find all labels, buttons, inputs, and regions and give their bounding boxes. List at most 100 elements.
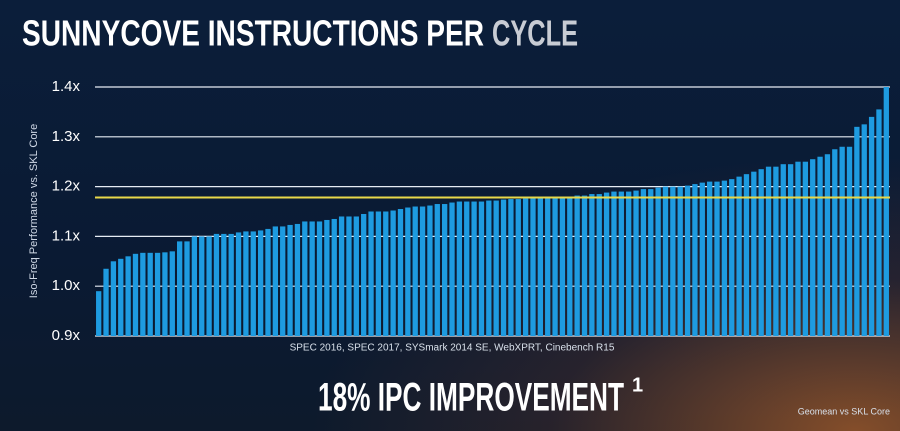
bar [500,199,507,336]
bar [662,186,669,336]
bar [611,191,617,336]
bar [802,161,808,336]
bar [552,196,558,336]
bar [508,199,514,336]
bar [780,164,786,336]
bar [787,164,794,336]
bar [515,199,521,336]
bar [302,221,308,336]
bar [537,197,543,336]
bar [868,116,875,336]
bar [162,252,168,336]
bar [758,169,764,336]
bar [670,186,676,336]
y-tick-label: 1.3x [52,128,81,145]
bar [280,226,286,336]
bar [419,206,426,336]
bar [199,236,205,336]
bar [581,195,588,336]
bar [743,174,750,336]
bar [140,252,146,336]
bar [589,194,595,336]
bar [626,191,632,336]
bar [684,185,691,336]
bar [125,256,131,336]
bar [213,233,220,336]
bar [493,200,499,336]
bar [316,221,323,336]
bar [618,191,624,336]
bar [346,216,352,336]
bar [464,201,470,336]
y-tick-label: 1.1x [52,227,81,244]
bar [309,221,315,336]
bar [191,236,198,336]
bar [243,231,249,336]
bar [397,209,404,336]
bar [272,226,278,336]
bar [118,258,124,336]
bar [692,184,698,336]
bar [729,179,735,336]
bar [324,219,330,336]
bar [434,204,440,336]
bar [456,201,463,336]
bar [817,156,823,336]
bar [486,200,492,336]
headline: 18% IPC IMPROVEMENT [318,376,624,420]
bar [655,187,661,336]
bar [169,251,175,336]
bar [265,228,271,336]
chart-title: SUNNYCOVE INSTRUCTIONS PER [22,13,484,54]
bar [368,211,374,336]
bar [810,159,816,336]
bar [383,211,389,336]
chart-title-accent: CYCLE [492,13,578,54]
bar [405,207,411,336]
x-axis-label: SPEC 2016, SPEC 2017, SYSmark 2014 SE, W… [290,343,615,354]
bar [883,87,889,336]
bar [795,161,801,336]
bar [854,126,860,336]
bar [567,196,573,336]
bar [449,202,455,336]
bar [427,205,433,336]
y-tick-label: 0.9x [52,327,81,344]
bar [177,241,183,336]
bar [228,233,234,336]
bar [677,186,683,336]
bar [522,198,529,336]
bar [353,216,359,336]
bar [103,268,109,336]
bar [235,232,242,336]
bar [375,211,382,336]
bar [147,252,153,336]
bar [846,146,853,336]
y-axis-label: Iso-Freq Performance vs. SKL Core [28,124,40,298]
bar [640,189,647,336]
bar [221,233,227,336]
bar [471,201,477,336]
bar [559,196,566,336]
bar [545,196,551,336]
y-tick-label: 1.4x [52,78,81,95]
bar [633,190,639,336]
bar [648,189,654,336]
bar [331,218,337,336]
bar [824,154,831,336]
bar [714,181,720,336]
bar [96,291,102,336]
bar [294,223,301,336]
bar [132,253,139,336]
bar [707,181,713,336]
bar [736,176,742,336]
bar [773,166,779,336]
bar [839,146,845,336]
footnote: Geomean vs SKL Core [798,406,890,416]
bar [478,201,485,336]
bar [751,171,757,336]
bar [721,180,728,336]
footnote-marker: 1 [632,374,643,396]
y-tick-label: 1.0x [52,277,81,294]
